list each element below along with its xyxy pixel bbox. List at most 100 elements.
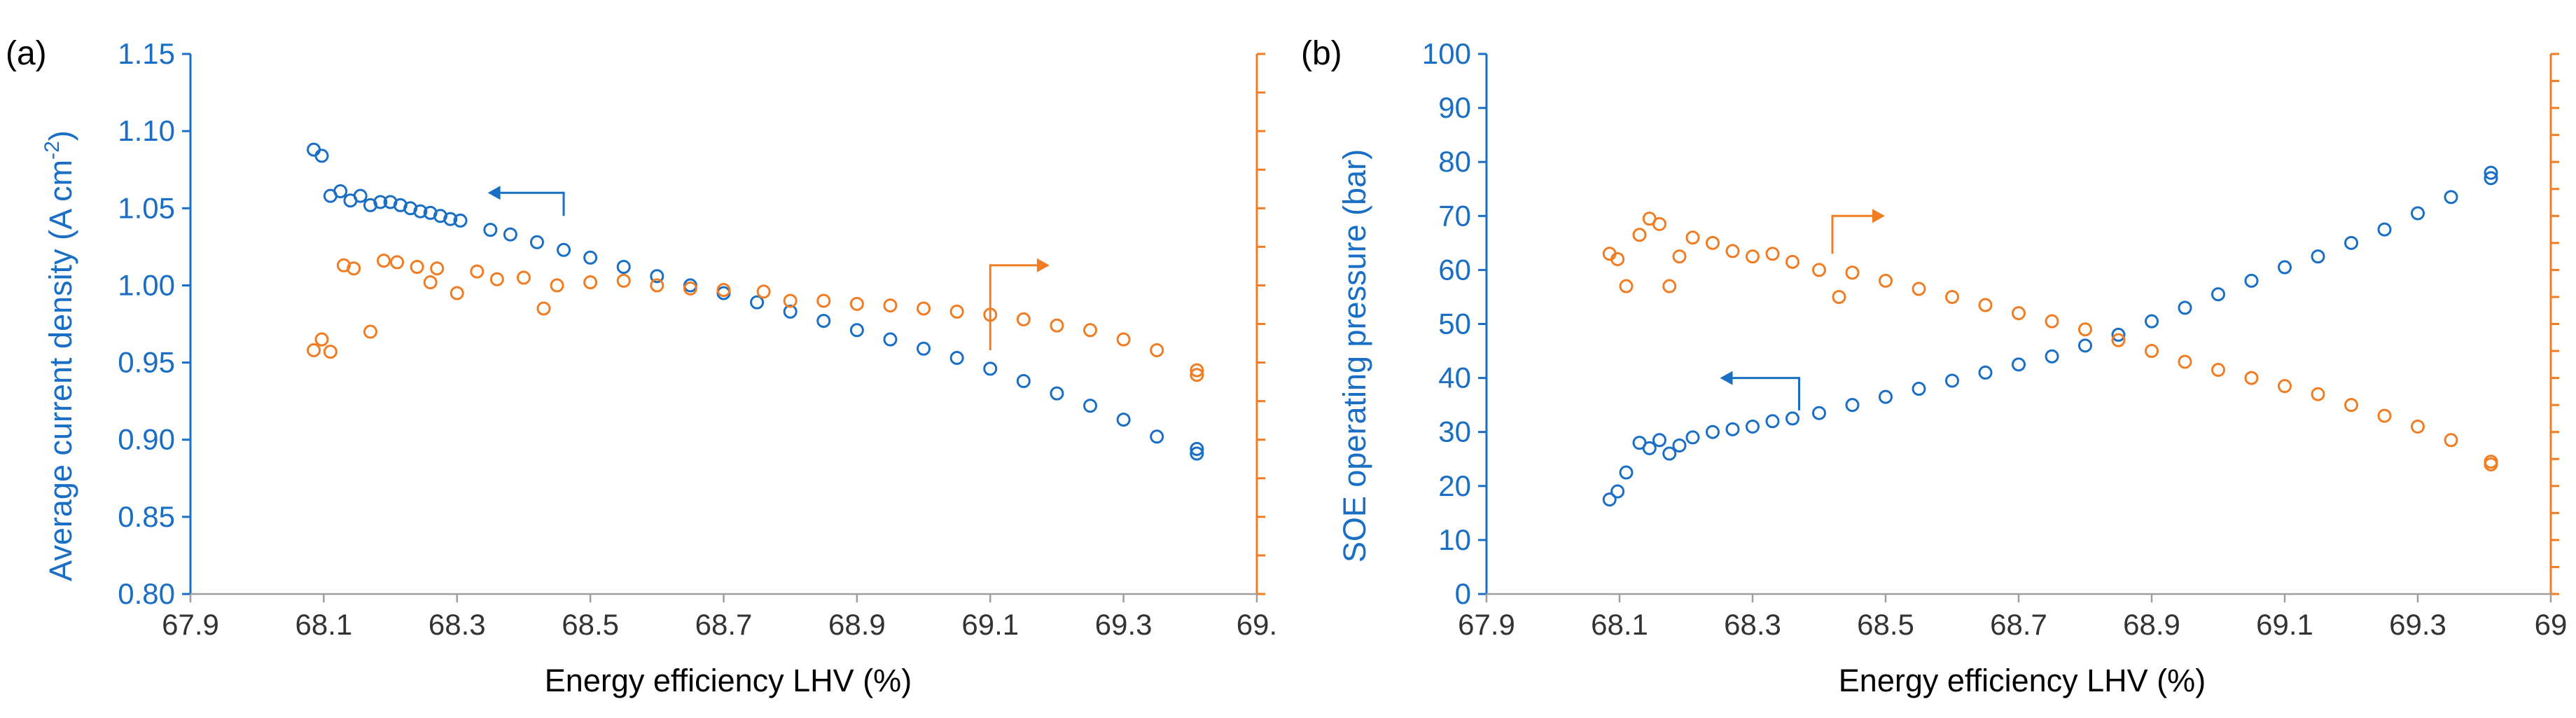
panel-a-current-density-chart: (a) 0.80 0.85 0.90 0.95 1.00 1.05 1.10 1.15 67.9… <box>6 35 1277 698</box>
panel-a-blue-point <box>307 142 321 157</box>
panel-b-blue-point <box>2278 260 2292 275</box>
panel-b-blue-point <box>2145 314 2159 329</box>
panel-b-blue-point <box>2244 273 2259 288</box>
panel-b-blue-point <box>1706 424 1720 439</box>
panel-a-orange-point <box>756 284 771 299</box>
panel-a-orange-point <box>683 281 697 296</box>
panel-a-x-tick-label: 69. <box>1237 608 1277 641</box>
panel-a-orange-point <box>516 270 531 285</box>
panel-b-orange-point <box>2145 344 2159 359</box>
panel-a-blue-point <box>413 204 428 219</box>
panel-a-blue-point <box>783 304 798 319</box>
panel-b-y-tick-label: 20 <box>1438 469 1471 502</box>
panel-a-orange-arrow-head <box>1036 258 1050 272</box>
panel-b-x-axis-label: Energy efficiency LHV (%) <box>1839 663 2206 698</box>
panel-a-orange-point <box>470 264 485 279</box>
panel-a-blue-arrow-head <box>487 186 501 200</box>
panel-a-orange-point <box>377 254 391 268</box>
panel-a-blue-point <box>353 188 368 203</box>
panel-a-orange-point <box>390 255 405 270</box>
panel-b-orange-point <box>2211 363 2225 378</box>
panel-a-blue-point <box>883 332 898 347</box>
panel-b-blue-arrow-head <box>1720 371 1733 385</box>
panel-b-blue-point <box>1978 365 1993 380</box>
panel-b-orange-point <box>2311 387 2325 401</box>
panel-b-blue-point <box>1812 406 1826 420</box>
panel-b-blue-point <box>2484 171 2498 186</box>
panel-b-orange-point <box>2178 354 2192 369</box>
panel-b-blue-point <box>1879 389 1893 404</box>
panel-a-orange-point <box>1050 318 1064 333</box>
panel-a-orange-point <box>536 301 551 316</box>
panel-b-y-tick-label: 0 <box>1455 577 1471 610</box>
panel-b-x-tick-label: 68.5 <box>1857 608 1914 641</box>
panel-a-series-arrows <box>487 186 1050 350</box>
panel-a-blue-point <box>1083 399 1098 413</box>
panel-b-label: (b) <box>1301 35 1342 72</box>
panel-b-orange-point <box>1706 235 1720 250</box>
panel-b-orange-point <box>2078 322 2092 337</box>
panel-b-orange-point <box>1672 249 1687 264</box>
panel-a-blue-point <box>443 212 458 226</box>
panel-b-blue-point <box>2344 235 2358 250</box>
panel-b-y-tick-label: 30 <box>1438 415 1471 448</box>
panel-a-orange-point <box>314 332 329 347</box>
panel-a-blue-point <box>333 184 348 199</box>
panel-a-x-tick-label: 69.3 <box>1095 608 1153 641</box>
panel-a-axes: 0.80 0.85 0.90 0.95 1.00 1.05 1.10 1.15 67.9 68.1… <box>118 37 1277 641</box>
panel-a-orange-point <box>410 259 424 274</box>
panel-a-y-tick-label: 0.85 <box>118 500 175 533</box>
panel-a-orange-point <box>347 261 361 276</box>
panel-b-blue-point <box>2377 222 2392 237</box>
panel-a-blue-point <box>1190 441 1204 456</box>
panel-b-orange-point <box>2012 306 2026 321</box>
panel-b-orange-point <box>1610 251 1625 266</box>
panel-b-orange-point <box>1685 230 1700 245</box>
panel-a-orange-point <box>423 275 438 290</box>
panel-a-orange-point <box>363 324 378 339</box>
panel-b-orange-point <box>1785 254 1799 269</box>
panel-a-x-tick-label: 68.3 <box>429 608 486 641</box>
panel-b-blue-point <box>1912 382 1926 396</box>
panel-b-blue-point <box>1610 484 1625 499</box>
panel-b-orange-point <box>2045 314 2059 329</box>
panel-b-blue-point <box>1746 419 1760 434</box>
panel-a-orange-point <box>616 273 631 288</box>
panel-a-blue-point <box>583 250 598 265</box>
panel-b-blue-point <box>1765 414 1780 429</box>
panel-a-blue-point <box>616 259 631 274</box>
panel-a-blue-point <box>849 323 864 338</box>
panel-a-blue-point <box>483 223 498 237</box>
panel-b-blue-point <box>1652 433 1666 448</box>
panel-b-blue-point <box>2012 357 2026 372</box>
panel-a-orange-point <box>583 275 598 290</box>
panel-b-orange-point <box>2444 433 2458 448</box>
panel-a-orange-point <box>1116 332 1131 347</box>
panel-a-blue-point <box>503 227 517 242</box>
panel-a-y-axis-label-superscript: -2 <box>41 141 64 160</box>
panel-b-orange-point <box>1662 279 1677 294</box>
panel-b-orange-point <box>1619 279 1634 294</box>
panel-b-y-tick-label: 90 <box>1438 91 1471 124</box>
panel-b-y-tick-label: 100 <box>1422 37 1471 70</box>
panel-b-x-tick-label: 68.1 <box>1591 608 1648 641</box>
panel-a-y-tick-label: 0.90 <box>118 423 175 456</box>
panel-a-orange-point <box>716 283 731 298</box>
panel-b-y-tick-label: 10 <box>1438 523 1471 556</box>
panel-a-orange-point <box>323 345 337 359</box>
panel-a-y-axis-label-close: ) <box>43 130 78 141</box>
panel-a-orange-point <box>550 278 564 293</box>
panel-a-y-tick-label: 1.10 <box>118 114 175 147</box>
panel-a-x-tick-label: 67.9 <box>162 608 219 641</box>
panel-b-x-tick-label: 68.9 <box>2123 608 2180 641</box>
panel-a-blue-point <box>557 242 571 257</box>
panel-a-orange-point <box>1016 312 1031 326</box>
panel-b-blue-point <box>2444 190 2458 205</box>
panel-a-orange-point <box>1190 363 1204 378</box>
panel-a-orange-point <box>949 304 964 319</box>
panel-b-orange-point <box>2278 379 2292 394</box>
panel-b-orange-point <box>2111 333 2126 347</box>
panel-b-orange-point <box>2484 457 2498 471</box>
panel-b-blue-point <box>1785 411 1799 426</box>
